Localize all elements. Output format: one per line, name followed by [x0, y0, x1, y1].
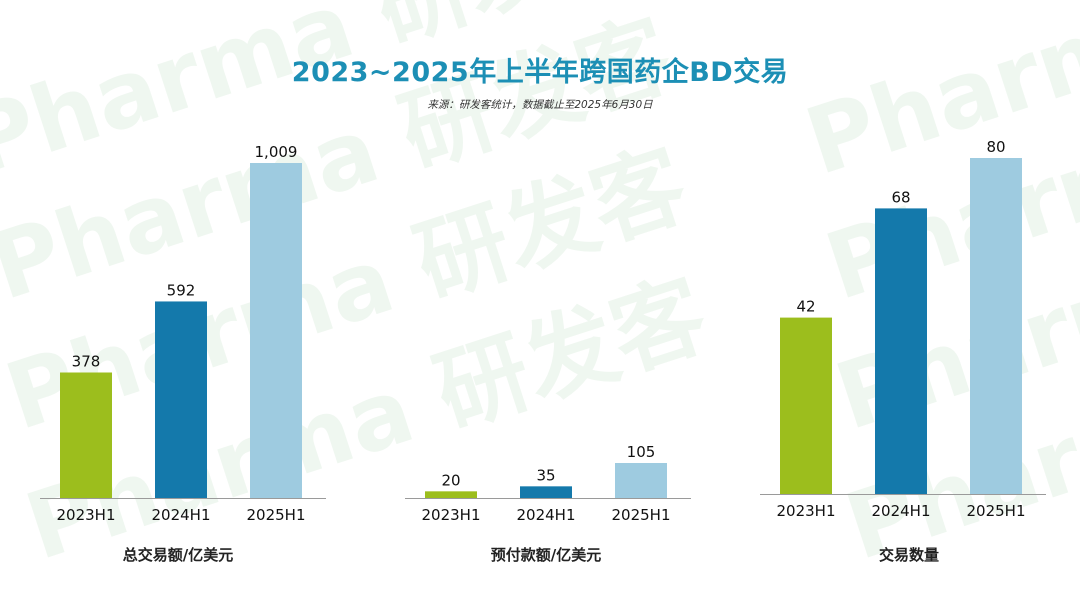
bar-2024H1 — [155, 301, 207, 498]
bar-2023H1 — [425, 491, 477, 498]
chart-caption-total-value: 总交易额/亿美元 — [122, 546, 234, 564]
chart-caption-upfront: 预付款额/亿美元 — [490, 546, 602, 564]
chart-upfront: 20 2023H1 35 2024H1 105 2025H1 — [405, 443, 691, 524]
x-tick-label: 2025H1 — [612, 506, 671, 524]
chart-deal-count: 42 2023H1 68 2024H1 80 2025H1 — [760, 138, 1046, 520]
data-label: 80 — [986, 138, 1005, 156]
chart-total-value: 378 2023H1 592 2024H1 1,009 2025H1 — [40, 143, 326, 524]
bar-2024H1 — [875, 208, 927, 494]
data-label: 378 — [72, 352, 101, 370]
x-tick-label: 2025H1 — [247, 506, 306, 524]
bar-2024H1 — [520, 486, 572, 498]
x-tick-label: 2024H1 — [152, 506, 211, 524]
x-tick-label: 2023H1 — [422, 506, 481, 524]
x-tick-label: 2025H1 — [967, 502, 1026, 520]
data-label: 105 — [627, 443, 656, 461]
data-label: 1,009 — [255, 143, 298, 161]
bar-2023H1 — [780, 317, 832, 494]
x-tick-label: 2023H1 — [57, 506, 116, 524]
data-label: 42 — [796, 298, 815, 316]
data-label: 35 — [536, 466, 555, 484]
bar-2025H1 — [970, 158, 1022, 494]
x-tick-label: 2023H1 — [777, 502, 836, 520]
source-note: 来源：研发客统计，数据截止至2025年6月30日 — [427, 99, 653, 111]
bar-2025H1 — [615, 463, 667, 498]
bar-2023H1 — [60, 372, 112, 498]
x-tick-label: 2024H1 — [517, 506, 576, 524]
bar-2025H1 — [250, 163, 302, 498]
data-label: 68 — [891, 188, 910, 206]
data-label: 592 — [167, 281, 196, 299]
chart-title: 2023~2025年上半年跨国药企BD交易 — [291, 57, 789, 88]
x-tick-label: 2024H1 — [872, 502, 931, 520]
data-label: 20 — [441, 471, 460, 489]
chart-caption-deal-count: 交易数量 — [878, 546, 939, 564]
